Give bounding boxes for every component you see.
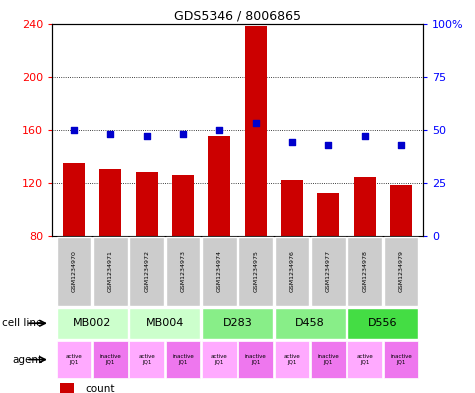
Text: cell line: cell line xyxy=(2,318,43,328)
Text: inactive
JQ1: inactive JQ1 xyxy=(99,354,121,365)
Text: inactive
JQ1: inactive JQ1 xyxy=(172,354,194,365)
Text: GSM1234977: GSM1234977 xyxy=(326,250,331,292)
Point xyxy=(216,127,223,133)
Text: GSM1234971: GSM1234971 xyxy=(108,250,113,292)
Bar xyxy=(354,178,376,342)
FancyBboxPatch shape xyxy=(275,341,309,378)
Bar xyxy=(172,175,194,342)
FancyBboxPatch shape xyxy=(383,237,418,306)
Point xyxy=(324,141,332,148)
FancyBboxPatch shape xyxy=(238,237,273,306)
Bar xyxy=(281,180,303,342)
FancyBboxPatch shape xyxy=(347,341,382,378)
Title: GDS5346 / 8006865: GDS5346 / 8006865 xyxy=(174,9,301,22)
FancyBboxPatch shape xyxy=(57,237,92,306)
Text: GSM1234976: GSM1234976 xyxy=(289,250,294,292)
FancyBboxPatch shape xyxy=(129,341,164,378)
FancyBboxPatch shape xyxy=(202,308,273,339)
Point xyxy=(143,133,151,139)
Text: inactive
JQ1: inactive JQ1 xyxy=(390,354,412,365)
Point xyxy=(106,131,114,137)
Text: inactive
JQ1: inactive JQ1 xyxy=(245,354,266,365)
FancyBboxPatch shape xyxy=(238,341,273,378)
Text: GSM1234970: GSM1234970 xyxy=(72,250,76,292)
FancyBboxPatch shape xyxy=(129,237,164,306)
FancyBboxPatch shape xyxy=(166,237,200,306)
Text: active
JQ1: active JQ1 xyxy=(284,354,300,365)
Point xyxy=(70,127,78,133)
Text: active
JQ1: active JQ1 xyxy=(138,354,155,365)
FancyBboxPatch shape xyxy=(311,237,346,306)
Text: agent: agent xyxy=(13,354,43,365)
Bar xyxy=(63,163,85,342)
Bar xyxy=(136,172,158,342)
Text: MB002: MB002 xyxy=(73,318,112,328)
Text: GSM1234974: GSM1234974 xyxy=(217,250,222,292)
FancyBboxPatch shape xyxy=(57,308,128,339)
Bar xyxy=(209,136,230,342)
FancyBboxPatch shape xyxy=(383,341,418,378)
Text: active
JQ1: active JQ1 xyxy=(356,354,373,365)
Point xyxy=(179,131,187,137)
Bar xyxy=(60,383,75,393)
Text: D458: D458 xyxy=(295,318,325,328)
FancyBboxPatch shape xyxy=(275,308,346,339)
FancyBboxPatch shape xyxy=(347,237,382,306)
Text: D283: D283 xyxy=(223,318,252,328)
Point xyxy=(397,141,405,148)
FancyBboxPatch shape xyxy=(275,237,309,306)
FancyBboxPatch shape xyxy=(57,341,92,378)
Text: count: count xyxy=(86,384,115,393)
Text: GSM1234979: GSM1234979 xyxy=(399,250,403,292)
Bar xyxy=(245,26,266,342)
Bar xyxy=(390,185,412,342)
Text: GSM1234975: GSM1234975 xyxy=(253,250,258,292)
Text: D556: D556 xyxy=(368,318,398,328)
Text: inactive
JQ1: inactive JQ1 xyxy=(317,354,339,365)
FancyBboxPatch shape xyxy=(129,308,200,339)
Point xyxy=(361,133,369,139)
Bar xyxy=(99,169,121,342)
FancyBboxPatch shape xyxy=(311,341,346,378)
FancyBboxPatch shape xyxy=(347,308,418,339)
FancyBboxPatch shape xyxy=(202,237,237,306)
FancyBboxPatch shape xyxy=(166,341,200,378)
Text: active
JQ1: active JQ1 xyxy=(66,354,83,365)
Bar xyxy=(317,193,339,342)
Text: active
JQ1: active JQ1 xyxy=(211,354,228,365)
FancyBboxPatch shape xyxy=(93,341,128,378)
Text: MB004: MB004 xyxy=(146,318,184,328)
Point xyxy=(288,139,296,145)
Point xyxy=(252,120,259,127)
Text: GSM1234972: GSM1234972 xyxy=(144,250,149,292)
FancyBboxPatch shape xyxy=(202,341,237,378)
FancyBboxPatch shape xyxy=(93,237,128,306)
Text: GSM1234978: GSM1234978 xyxy=(362,250,367,292)
Text: GSM1234973: GSM1234973 xyxy=(180,250,186,292)
